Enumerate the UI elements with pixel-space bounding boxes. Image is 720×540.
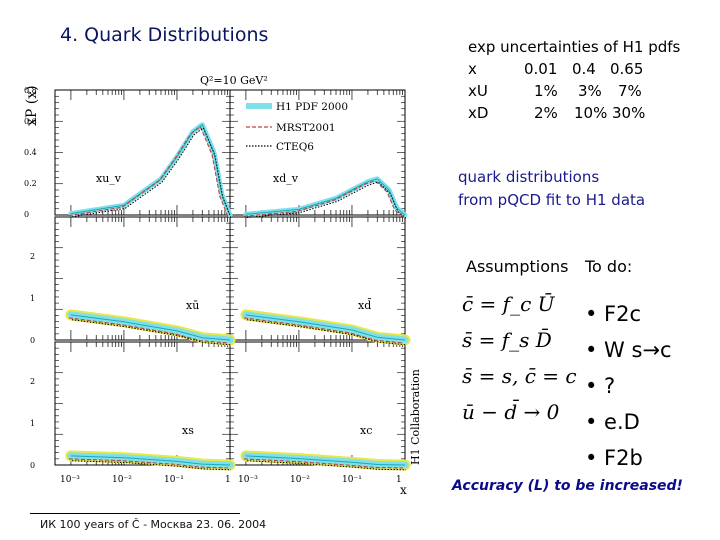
assumption-formulas: c̄ = f_c Ū s̄ = f_s D̄ s̄ = s, c̄ = c ū … [462,292,577,436]
formula-symmetric: s̄ = s, c̄ = c [462,364,577,388]
h1-curve-xs [70,455,231,466]
description-line-2: from pQCD fit to H1 data [458,191,646,209]
cell: 0.4 [572,60,596,78]
legend-h1-label: H1 PDF 2000 [276,101,348,113]
mrst-curve-xs [68,458,229,469]
cell: 7% [618,82,642,100]
ytick-bot-0: 0 [30,461,35,470]
formula-strange: s̄ = f_s D̄ [462,328,552,352]
cell: 30% [612,104,646,122]
cteq-curve-xuv [71,127,232,219]
error-band-xuv [68,122,233,218]
cell: 0.01 [524,60,558,78]
ytick-top-4: 0.8 [24,86,37,95]
description-line-1: quark distributions [458,168,600,186]
slide-title: 4. Quark Distributions [60,24,269,46]
cell: 3% [578,82,602,100]
todo-item: • W s→c [585,338,672,362]
todo-item: • ? [585,374,616,398]
formula-udbar: ū − d̄ → 0 [462,400,560,424]
todo-item: • F2c [585,302,642,326]
collaboration-label: H1 Collaboration [409,369,422,465]
row-label: xU [468,82,488,100]
mrst-curve-xc [243,458,404,469]
xtick-left-0: 10⁻³ [60,475,80,485]
mrst-curve-xuv [68,125,229,218]
panel-frame-xs [54,341,231,466]
legend-mrst-label: MRST2001 [276,122,336,134]
xtick-right-3: 1 [396,475,402,485]
ytick-mid-2: 2 [30,252,35,261]
h1-curve-xdv [245,178,406,216]
cell: 2% [534,104,558,122]
panel-frame-xc [229,341,406,466]
ytick-top-2: 0.4 [24,148,37,157]
todo-list: • F2c • W s→c • ? • e.D • F2b [585,296,672,476]
y-axis-label: xP (x) [24,85,40,126]
row-label: x [468,60,477,78]
cell: 10% [574,104,608,122]
ytick-mid-0: 0 [30,336,35,345]
accuracy-note: Accuracy (L) to be increased! [452,478,683,494]
uncertainty-title: exp uncertainties of H1 pdfs [468,38,681,56]
pdf-figure: Q²=10 GeV² xP (x) x H1 Collaboration H1 … [24,74,422,497]
panel-label-xdv: xd_v [273,172,299,185]
row-label: xD [468,104,489,122]
panel-label-xdbar: xd̄ [358,299,371,312]
error-band-xubar [67,311,234,344]
ytick-top-0: 0 [24,210,29,219]
ytick-mid-1: 1 [30,294,35,303]
cell: 0.65 [610,60,644,78]
uncertainty-table: exp uncertainties of H1 pdfs x 0.01 0.4 … [468,36,680,124]
mrst-curve-xdv [243,180,404,218]
panel-label-xc: xc [360,424,372,437]
ytick-bot-2: 2 [30,377,35,386]
cteq-curve-xs [71,460,232,471]
footer-divider [30,513,240,514]
legend-cteq-label: CTEQ6 [276,141,314,153]
ytick-top-3: 0.6 [24,117,37,126]
xtick-left-2: 10⁻¹ [164,475,184,485]
panel-label-xuv: xu_v [96,172,122,185]
footer-text: ИК 100 years of Č - Москва 23. 06. 2004 [40,518,267,531]
todo-title: To do: [585,257,633,276]
q2-label: Q²=10 GeV² [200,74,268,87]
panel-label-xubar: xū [186,299,199,312]
todo-item: • e.D [585,410,640,434]
error-band-xdbar [242,311,409,344]
legend: H1 PDF 2000 MRST2001 CTEQ6 [246,101,348,153]
uncertainty-row-xd: xD 2% 10% 30% [468,102,680,124]
x-axis-label: x [400,483,407,497]
cteq-curve-xc [246,460,407,471]
todo-item: • F2b [585,446,643,470]
panel-label-xs: xs [182,424,194,437]
cteq-curve-xdv [246,181,407,219]
cell: 1% [534,82,558,100]
formula-charm: c̄ = f_c Ū [462,292,555,316]
xtick-right-1: 10⁻² [290,475,310,485]
ytick-top-1: 0.2 [24,179,37,188]
xtick-right-0: 10⁻³ [238,475,258,485]
description: quark distributions from pQCD fit to H1 … [458,166,645,212]
xtick-left-1: 10⁻² [112,475,132,485]
ytick-bot-1: 1 [30,419,35,428]
xtick-right-2: 10⁻¹ [342,475,362,485]
uncertainty-row-x: x 0.01 0.4 0.65 [468,58,680,80]
h1-curve-xubar [70,314,231,341]
uncertainty-row-xu: xU 1% 3% 7% [468,80,680,102]
xtick-left-3: 1 [225,475,231,485]
h1-curve-xdbar [245,314,406,341]
assumptions-title: Assumptions [466,257,569,276]
h1-curve-xc [245,455,406,466]
